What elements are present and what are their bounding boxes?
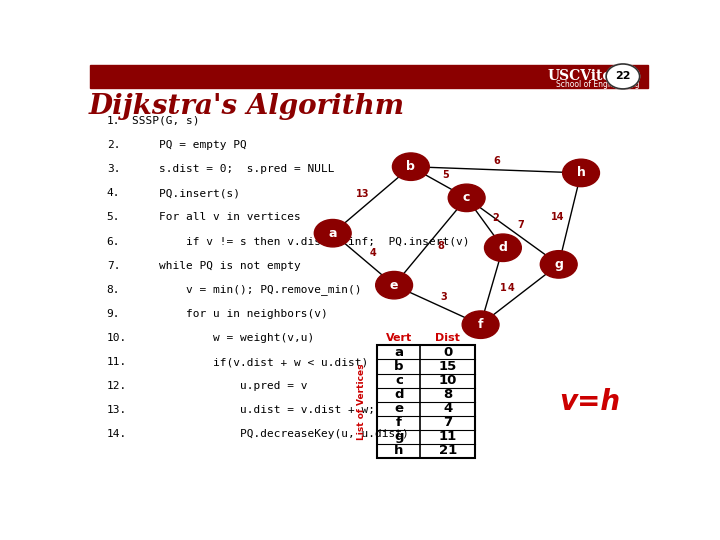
- Text: 6: 6: [493, 156, 500, 166]
- Circle shape: [462, 311, 499, 339]
- Text: h: h: [577, 166, 585, 179]
- Text: 8.: 8.: [107, 285, 120, 295]
- Bar: [90, 65, 648, 87]
- Circle shape: [376, 272, 413, 299]
- Text: c: c: [463, 191, 470, 204]
- Text: b: b: [406, 160, 415, 173]
- Text: School of Engineering: School of Engineering: [556, 80, 639, 89]
- Text: u.dist = v.dist + w;: u.dist = v.dist + w;: [132, 406, 375, 415]
- Text: b: b: [394, 360, 404, 373]
- Circle shape: [392, 153, 429, 180]
- Text: 4.: 4.: [107, 188, 120, 198]
- Circle shape: [540, 251, 577, 278]
- Circle shape: [315, 219, 351, 247]
- Circle shape: [485, 234, 521, 261]
- Bar: [377, 346, 475, 458]
- Text: if(v.dist + w < u.dist): if(v.dist + w < u.dist): [132, 357, 368, 367]
- Text: PQ.decreaseKey(u, u.dist): PQ.decreaseKey(u, u.dist): [132, 429, 409, 440]
- Text: a: a: [395, 346, 403, 359]
- Text: 15: 15: [438, 360, 456, 373]
- Text: 9.: 9.: [107, 309, 120, 319]
- Text: 7.: 7.: [107, 261, 120, 271]
- Text: 1.: 1.: [107, 116, 120, 126]
- Text: u.pred = v: u.pred = v: [132, 381, 307, 391]
- Text: 6.: 6.: [107, 237, 120, 247]
- Text: 22: 22: [615, 71, 631, 82]
- Circle shape: [449, 184, 485, 212]
- Text: 4: 4: [443, 402, 452, 415]
- Text: v=h: v=h: [559, 388, 620, 416]
- Text: d: d: [394, 388, 404, 401]
- Text: 10.: 10.: [107, 333, 127, 343]
- Text: v = min(); PQ.remove_min(): v = min(); PQ.remove_min(): [132, 284, 361, 295]
- Text: s.dist = 0;  s.pred = NULL: s.dist = 0; s.pred = NULL: [132, 164, 334, 174]
- Text: 3.: 3.: [107, 164, 120, 174]
- Text: 14: 14: [551, 212, 564, 222]
- Text: if v != s then v.dist = inf;  PQ.insert(v): if v != s then v.dist = inf; PQ.insert(v…: [132, 237, 469, 247]
- Text: 13: 13: [356, 189, 369, 199]
- Circle shape: [606, 64, 639, 89]
- Text: 14.: 14.: [107, 429, 127, 440]
- Text: while PQ is not empty: while PQ is not empty: [132, 261, 301, 271]
- Text: 4: 4: [508, 283, 514, 293]
- Text: 3: 3: [441, 292, 447, 302]
- Text: 4: 4: [369, 248, 376, 258]
- Text: 2.: 2.: [107, 140, 120, 150]
- Text: h: h: [394, 444, 403, 457]
- Text: e: e: [395, 402, 403, 415]
- Circle shape: [562, 159, 600, 187]
- Text: 7: 7: [443, 416, 452, 429]
- Text: 11.: 11.: [107, 357, 127, 367]
- Text: 0: 0: [443, 346, 452, 359]
- Text: 2: 2: [492, 213, 499, 224]
- Text: PQ.insert(s): PQ.insert(s): [132, 188, 240, 198]
- Text: 10: 10: [438, 374, 457, 387]
- Text: for u in neighbors(v): for u in neighbors(v): [132, 309, 328, 319]
- Text: f: f: [478, 318, 483, 331]
- Text: Dijkstra's Algorithm: Dijkstra's Algorithm: [88, 93, 405, 120]
- Text: w = weight(v,u): w = weight(v,u): [132, 333, 314, 343]
- Text: e: e: [390, 279, 398, 292]
- Text: g: g: [394, 430, 404, 443]
- Text: 8: 8: [443, 388, 452, 401]
- Text: List of Vertices: List of Vertices: [357, 363, 366, 440]
- Text: 1: 1: [500, 283, 507, 293]
- Text: SSSP(G, s): SSSP(G, s): [132, 116, 199, 126]
- Text: 11: 11: [438, 430, 456, 443]
- Text: 21: 21: [438, 444, 456, 457]
- Text: PQ = empty PQ: PQ = empty PQ: [132, 140, 246, 150]
- Text: USCViterbi: USCViterbi: [547, 70, 634, 84]
- Text: 8: 8: [437, 241, 444, 251]
- Text: g: g: [554, 258, 563, 271]
- Text: For all v in vertices: For all v in vertices: [132, 212, 301, 222]
- Text: 12.: 12.: [107, 381, 127, 391]
- Text: 5: 5: [443, 170, 449, 180]
- Text: c: c: [395, 374, 402, 387]
- Text: f: f: [396, 416, 402, 429]
- Text: 5.: 5.: [107, 212, 120, 222]
- Text: Vert: Vert: [386, 333, 412, 343]
- Text: 13.: 13.: [107, 406, 127, 415]
- Text: Dist: Dist: [436, 333, 460, 343]
- Text: d: d: [498, 241, 508, 254]
- Text: a: a: [328, 227, 337, 240]
- Text: 7: 7: [518, 220, 525, 229]
